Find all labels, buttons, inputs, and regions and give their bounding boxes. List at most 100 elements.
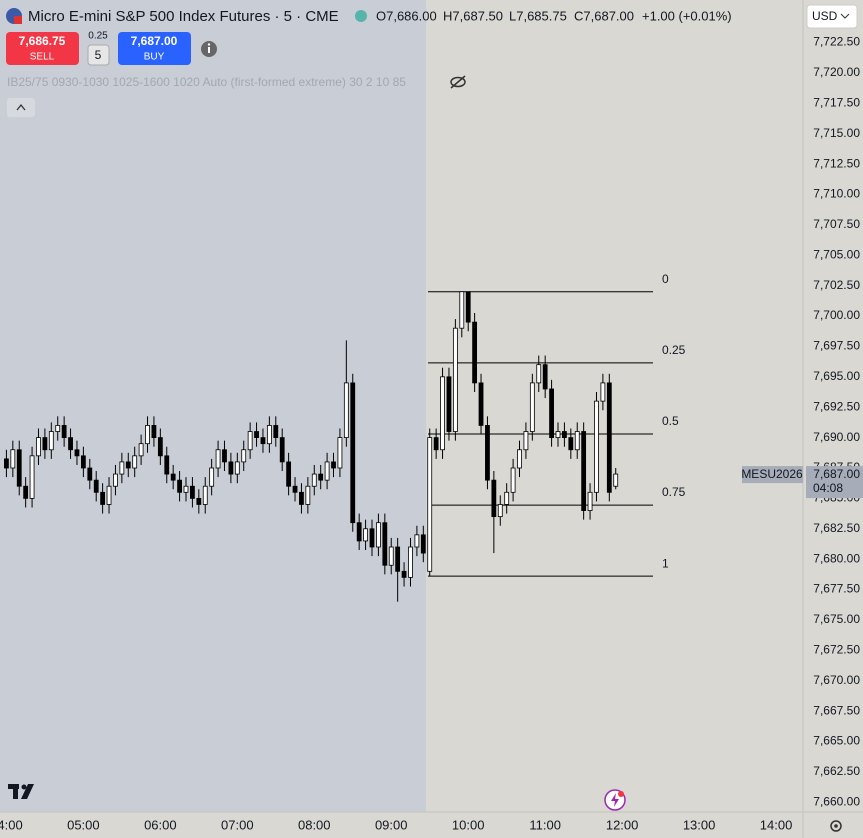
candle-body [183,485,189,493]
candle-body [356,522,362,542]
candle-body [491,479,497,518]
candle-body [523,431,529,451]
y-tick-label: 7,700.00 [813,308,860,322]
candle-body [472,321,478,384]
y-tick-label: 7,720.00 [813,65,860,79]
candle-body [395,546,401,572]
currency-box[interactable] [806,4,858,29]
candle-body [68,437,73,451]
candle-body [574,431,580,451]
y-tick-label: 7,715.00 [813,126,860,140]
collapse-button[interactable] [7,98,35,117]
candle-body [36,437,41,457]
x-tick-label: 14:00 [760,817,793,832]
y-tick-label: 7,662.50 [813,764,860,778]
fib-label: 0 [662,272,669,286]
candle-body [106,485,112,505]
candle-body [260,437,266,445]
y-tick-label: 7,680.00 [813,551,860,565]
candle-body [452,327,458,432]
symbol-tag-label: MESU2026 [741,467,803,481]
x-tick-label: 05:00 [67,817,100,832]
countdown: 04:08 [813,481,843,495]
logo-part [13,784,18,799]
candle-body [93,479,99,493]
candle-body [510,467,516,493]
candle-body [254,431,259,439]
candle-body [382,522,388,566]
y-tick-label: 7,695.00 [813,369,860,383]
x-tick-label: 04:00 [0,817,23,832]
candle-body [145,425,150,445]
candle-body [10,449,16,469]
x-tick-label: 11:00 [529,817,561,832]
candle-body [292,485,298,493]
candle-body [190,485,195,499]
candle-body [600,382,606,402]
quantity-box[interactable] [87,44,110,66]
candle-body [202,485,208,505]
candle-body [414,534,420,548]
settings-icon[interactable] [830,820,842,832]
candle-body [555,431,561,439]
collapse-arrow [16,103,26,111]
y-tick-label: 7,665.00 [813,734,860,748]
candle-body [587,491,593,511]
candle-body [433,437,439,451]
symbol-title[interactable]: Micro E-mini S&P 500 Index Futures · 5 ·… [28,8,339,25]
fib-label: 0.5 [662,414,679,428]
extended-hours-shade [0,0,426,812]
hide-icon[interactable] [450,75,466,89]
candle-body [177,479,182,493]
candle-body [74,449,80,457]
y-tick-label: 7,707.50 [813,217,860,231]
candle-body [594,400,599,493]
last-price-box [806,466,863,499]
logo-part [21,784,34,799]
sell-button[interactable] [6,32,79,65]
candle-body [113,473,118,487]
candle-body [408,546,413,578]
x-tick-label: 12:00 [606,817,639,832]
y-tick-label: 7,677.50 [813,582,860,596]
candle-body [215,449,221,469]
y-tick-label: 7,682.50 [813,521,860,535]
candle-body [266,425,272,445]
indicator-legend[interactable]: IB25/75 0930-1030 1025-1600 1020 Auto (f… [7,75,406,89]
y-tick-label: 7,667.50 [813,703,860,717]
info-icon-dot [207,43,211,46]
candle-body [55,425,61,432]
y-tick-label: 7,717.50 [813,95,860,109]
currency: USD [812,9,838,23]
candle-body [222,449,227,463]
y-tick-label: 7,722.50 [813,35,860,49]
market-status[interactable] [355,10,367,22]
y-tick-label: 7,710.00 [813,187,860,201]
buy-button[interactable] [118,32,191,65]
candle-body [427,437,433,572]
candle-body [87,467,93,481]
candle-body [529,382,535,432]
candle-body [568,437,574,451]
candle-body [504,491,510,505]
y-tick-label: 7,660.00 [813,794,860,808]
logo-part [21,784,27,790]
alert-badge [618,791,624,797]
candle-body [331,461,336,469]
candle-body [138,443,144,457]
candle-body [29,455,35,499]
candle-body [401,570,407,578]
candle-body [350,382,356,524]
ohlc-low: L7,685.75 [509,8,567,23]
candles [4,291,619,602]
x-tick-label: 07:00 [221,817,254,832]
candle-body [247,431,253,451]
ohlc-close: C7,687.00 [574,8,634,23]
candle-body [132,455,138,469]
candle-body [388,546,394,566]
y-tick-label: 7,697.50 [813,339,860,353]
candle-body [581,431,587,511]
candle-body [100,491,106,505]
ohlc-open: O7,686.00 [376,8,437,23]
